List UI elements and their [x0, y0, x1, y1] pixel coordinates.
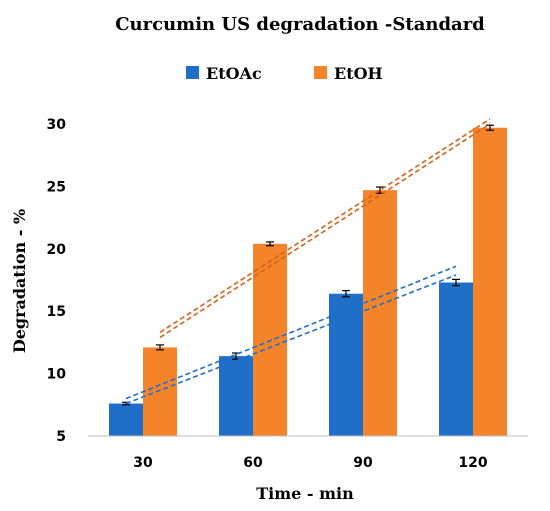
y-tick-label: 15	[47, 304, 66, 320]
error-bar	[486, 124, 494, 131]
legend-label-etoac: EtOAc	[206, 64, 262, 83]
y-tick-label: 10	[47, 367, 67, 383]
plot-area	[109, 118, 507, 436]
trendline-etoh	[159, 118, 491, 334]
x-tick-label: 30	[133, 455, 153, 471]
y-tick-label: 20	[47, 242, 67, 258]
bar-etoh-120	[473, 127, 507, 436]
bar-etoac-120	[439, 282, 473, 436]
bar-etoac-30	[109, 403, 143, 436]
x-axis: 30 60 90 120	[88, 435, 528, 471]
error-bar	[342, 290, 350, 298]
bar-etoh-90	[363, 190, 397, 436]
chart-title: Curcumin US degradation -Standard	[115, 14, 485, 35]
legend-swatch-etoac	[186, 66, 199, 79]
x-tick-label: 60	[243, 455, 263, 471]
bar-etoh-30	[143, 347, 177, 436]
y-axis-label: Degradation - %	[10, 209, 29, 353]
legend-label-etoh: EtOH	[334, 64, 383, 83]
trendline-etoac	[125, 274, 457, 405]
x-tick-label: 90	[353, 455, 373, 471]
y-axis: 5 10 15 20 25 30	[47, 117, 67, 445]
bar-etoh-60	[253, 243, 287, 436]
bar-etoac-60	[219, 356, 253, 436]
x-tick-label: 120	[458, 455, 487, 471]
trendline-etoh	[159, 123, 491, 339]
error-bar	[266, 241, 274, 247]
legend: EtOAc EtOH	[186, 64, 383, 83]
y-tick-label: 30	[47, 117, 67, 133]
trendline-etoac	[125, 265, 457, 400]
error-bar	[452, 278, 460, 287]
error-bar	[156, 344, 164, 351]
y-tick-label: 5	[56, 429, 66, 445]
x-axis-label: Time - min	[256, 484, 354, 503]
y-tick-label: 25	[47, 179, 66, 195]
legend-swatch-etoh	[314, 66, 327, 79]
